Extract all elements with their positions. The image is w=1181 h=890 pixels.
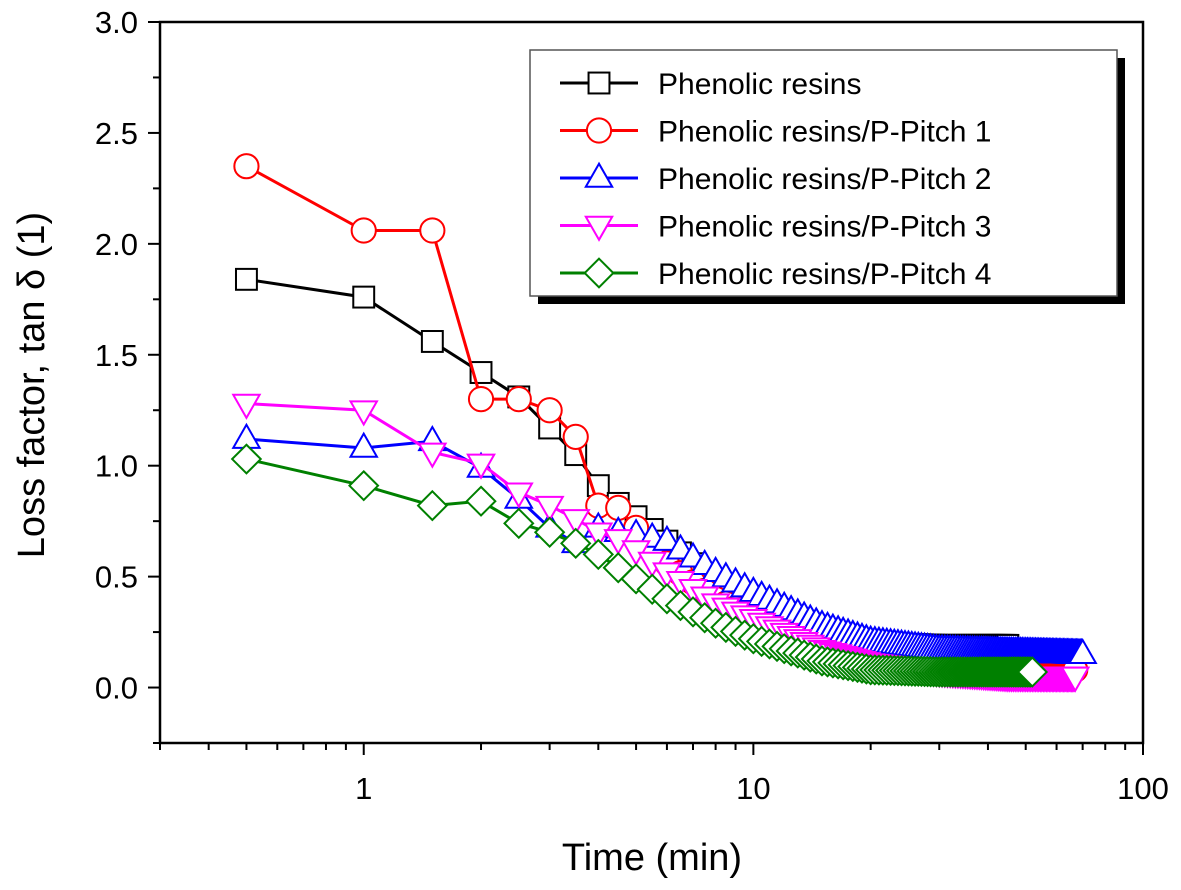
- legend-box: [529, 49, 1118, 297]
- x-axis-title: Time (min): [562, 837, 742, 879]
- legend-label: Phenolic resins/P-Pitch 3: [658, 211, 992, 244]
- y-tick-label: 0.5: [95, 560, 138, 595]
- legend-item: Phenolic resins/P-Pitch 3: [560, 211, 992, 244]
- series-5: [230, 443, 1049, 688]
- data-point: [503, 482, 534, 509]
- data-point: [230, 443, 263, 475]
- data-point: [1067, 637, 1098, 665]
- data-point: [560, 509, 591, 536]
- data-point: [636, 573, 668, 605]
- data-point: [652, 524, 682, 551]
- data-point: [582, 538, 615, 571]
- data-point: [1060, 666, 1091, 693]
- data-point: [1016, 656, 1049, 688]
- data-point: [466, 453, 496, 480]
- data-point: [534, 495, 565, 522]
- y-axis-title: Loss factor, tan δ (1): [11, 212, 53, 558]
- x-tick-label: 100: [1117, 771, 1169, 806]
- data-point: [562, 423, 589, 450]
- data-point: [503, 507, 535, 540]
- data-point: [231, 393, 262, 420]
- series-1: [234, 267, 1020, 657]
- x-tick-label: 10: [736, 771, 770, 806]
- data-point: [467, 386, 495, 413]
- x-axis: 1 10 100: [159, 743, 1169, 806]
- series-line: [246, 277, 1008, 647]
- data-point: [234, 267, 258, 291]
- data-point: [560, 527, 592, 560]
- legend-label: Phenolic resins: [658, 68, 861, 101]
- data-point: [350, 217, 377, 244]
- legend-marker-icon: [584, 161, 614, 188]
- y-tick-label: 3.0: [95, 5, 138, 40]
- legend-label: Phenolic resins/P-Pitch 2: [658, 163, 992, 196]
- series-3: [231, 422, 1098, 665]
- y-tick-label: 1.0: [95, 449, 138, 484]
- legend: Phenolic resins Phenolic resins/P-Pitch 1…: [529, 49, 1125, 304]
- data-point: [536, 397, 563, 424]
- series-layer: [230, 153, 1098, 693]
- legend-marker-icon: [584, 215, 614, 242]
- y-tick-label: 2.5: [95, 116, 138, 151]
- data-point: [465, 485, 497, 517]
- legend-label: Phenolic resins/P-Pitch 1: [658, 116, 992, 149]
- plot-frame: [158, 20, 1145, 745]
- legend-item: Phenolic resins/P-Pitch 1: [560, 116, 992, 149]
- legend-item: Phenolic resins/P-Pitch 2: [560, 161, 992, 196]
- y-axis: 0.0 0.5 1.0 1.5 2.0 2.5 3.0: [95, 5, 160, 744]
- data-point: [348, 400, 379, 427]
- x-tick-label: 1: [355, 771, 372, 806]
- legend-marker-icon: [583, 257, 615, 289]
- y-tick-label: 1.5: [95, 338, 138, 373]
- legend-item: Phenolic resins: [560, 68, 861, 101]
- data-point: [505, 386, 532, 413]
- data-point: [416, 489, 449, 522]
- legend-marker-icon: [587, 71, 611, 95]
- y-tick-label: 2.0: [95, 227, 138, 262]
- legend-marker-icon: [585, 117, 613, 144]
- legend-label: Phenolic resins/P-Pitch 4: [658, 258, 992, 291]
- data-point: [419, 217, 446, 244]
- data-point: [420, 330, 444, 353]
- data-point: [348, 469, 380, 502]
- y-tick-label: 0.0: [95, 671, 138, 706]
- data-point: [352, 285, 376, 309]
- data-point: [233, 153, 260, 180]
- data-point: [533, 516, 566, 548]
- legend-item: Phenolic resins/P-Pitch 4: [560, 257, 992, 291]
- data-point: [417, 442, 448, 469]
- data-point: [348, 431, 379, 458]
